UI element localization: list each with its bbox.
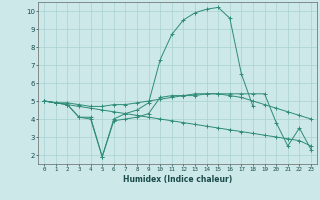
X-axis label: Humidex (Indice chaleur): Humidex (Indice chaleur) — [123, 175, 232, 184]
